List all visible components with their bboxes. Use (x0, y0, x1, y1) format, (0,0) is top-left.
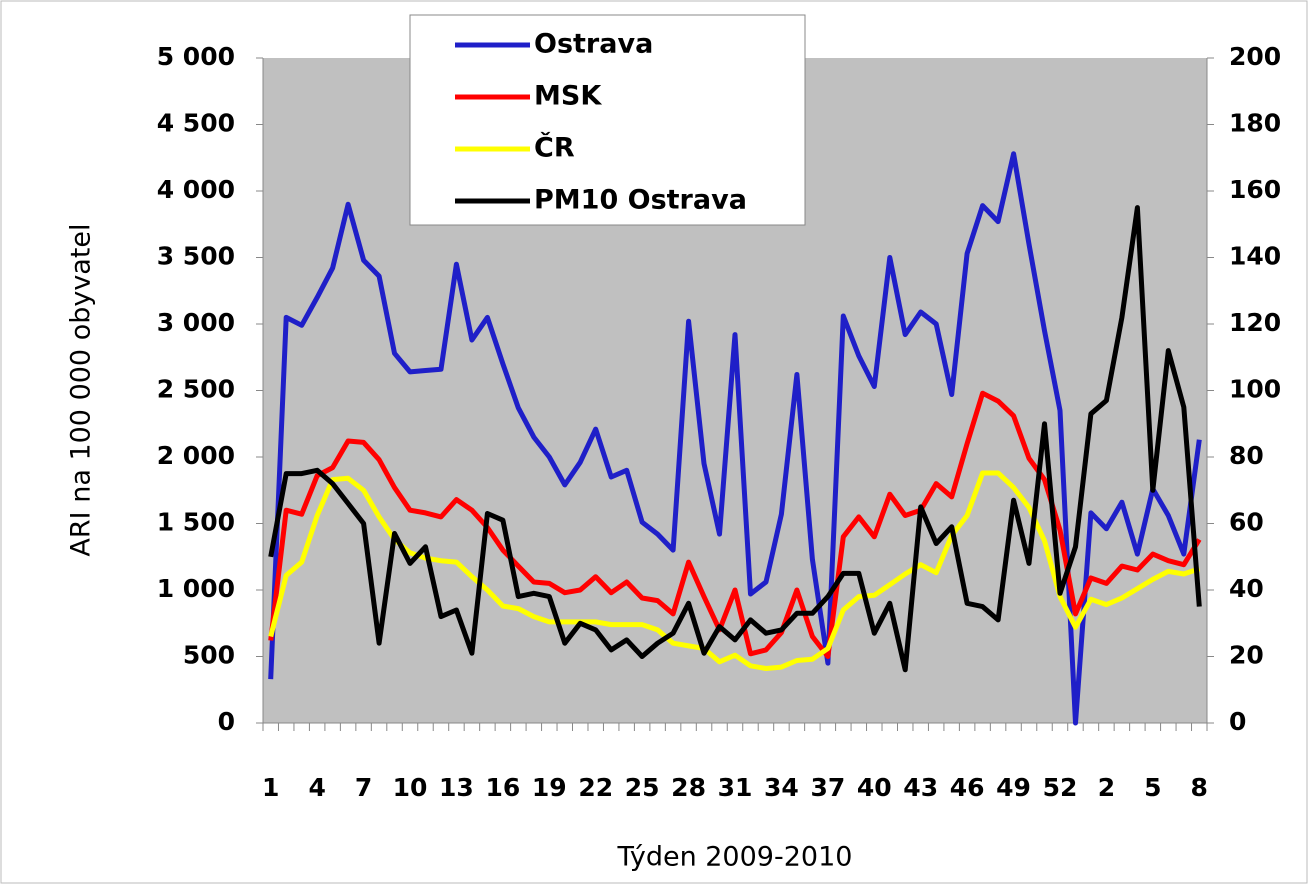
y-tick-label: 4 000 (157, 175, 235, 204)
series-line (268, 205, 1202, 673)
x-tick-label: 16 (485, 773, 520, 802)
y2-tick-label: 80 (1229, 441, 1264, 470)
x-tick-label: 2 (1098, 773, 1115, 802)
x-tick-label: 19 (532, 773, 567, 802)
x-tick-label: 46 (950, 773, 985, 802)
y2-tick-label: 160 (1229, 175, 1281, 204)
y2-tick-label: 140 (1229, 242, 1281, 271)
y-tick-label: 3 500 (157, 242, 235, 271)
y2-tick-label: 180 (1229, 109, 1281, 138)
x-tick-label: 40 (857, 773, 892, 802)
x-tick-label: 22 (578, 773, 613, 802)
series-line (268, 390, 1202, 659)
legend-label: ČR (534, 132, 575, 164)
y-tick-label: 3 000 (157, 308, 235, 337)
x-tick-label: 13 (439, 773, 474, 802)
x-tick-label: 4 (308, 773, 325, 802)
y-tick-label: 0 (218, 707, 235, 736)
x-tick-label: 25 (625, 773, 660, 802)
x-tick-label: 28 (671, 773, 706, 802)
legend-label: MSK (534, 81, 602, 112)
x-tick-label: 37 (810, 773, 845, 802)
x-tick-label: 43 (903, 773, 938, 802)
x-tick-label: 49 (996, 773, 1031, 802)
series-line (268, 151, 1202, 726)
y2-tick-label: 200 (1229, 42, 1281, 71)
x-tick-label: 34 (764, 773, 799, 802)
y2-tick-label: 20 (1229, 641, 1264, 670)
legend-box (409, 14, 806, 226)
y-tick-label: 4 500 (157, 109, 235, 138)
x-tick-label: 7 (355, 773, 372, 802)
y2-tick-label: 60 (1229, 508, 1264, 537)
x-tick-label: 10 (393, 773, 428, 802)
y-tick-label: 5 000 (157, 42, 235, 71)
y-tick-label: 1 000 (157, 574, 235, 603)
y2-tick-label: 40 (1229, 574, 1264, 603)
y-axis-label: ARI na 100 000 obyvatel (66, 223, 97, 556)
legend-label: PM10 Ostrava (534, 185, 747, 216)
x-tick-label: 52 (1043, 773, 1078, 802)
x-tick-label: 1 (262, 773, 279, 802)
y-tick-label: 500 (183, 641, 235, 670)
y-tick-label: 1 500 (157, 508, 235, 537)
legend-label: Ostrava (534, 29, 653, 60)
x-tick-label: 31 (718, 773, 753, 802)
x-axis-label: Týden 2009-2010 (617, 842, 853, 873)
y2-tick-label: 120 (1229, 308, 1281, 337)
y-tick-label: 2 000 (157, 441, 235, 470)
y2-tick-label: 100 (1229, 375, 1281, 404)
y-tick-label: 2 500 (157, 375, 235, 404)
x-tick-label: 5 (1144, 773, 1161, 802)
x-tick-label: 8 (1191, 773, 1208, 802)
y2-tick-label: 0 (1229, 707, 1246, 736)
